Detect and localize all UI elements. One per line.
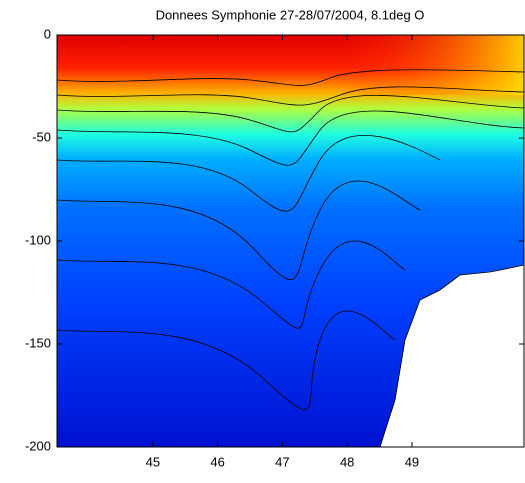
y-tick-label: -150 xyxy=(25,335,51,350)
x-tick-label: 47 xyxy=(275,454,289,469)
x-tick-label: 49 xyxy=(405,454,419,469)
x-tick-label: 45 xyxy=(146,454,160,469)
y-tick-label: 0 xyxy=(44,26,51,41)
x-tick-label: 48 xyxy=(340,454,354,469)
y-tick-label: -100 xyxy=(25,232,51,247)
y-tick-label: -50 xyxy=(32,129,51,144)
x-tick-label: 46 xyxy=(210,454,224,469)
y-tick-label: -200 xyxy=(25,438,51,453)
contour-field xyxy=(57,35,524,447)
chart-title: Donnees Symphonie 27-28/07/2004, 8.1deg … xyxy=(156,7,425,22)
